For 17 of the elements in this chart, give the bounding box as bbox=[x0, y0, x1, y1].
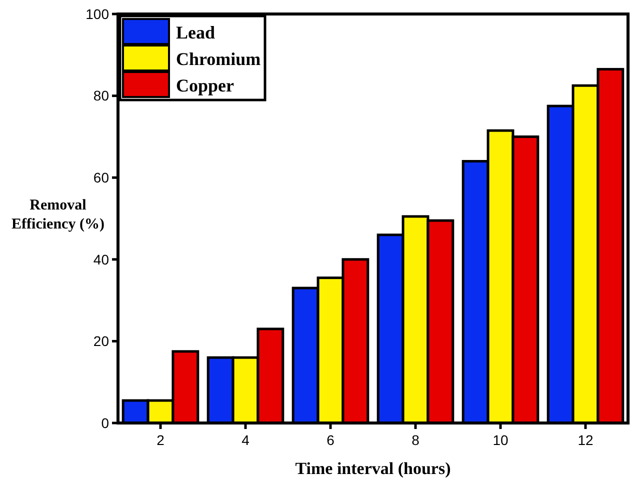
y-tick-label: 80 bbox=[93, 88, 110, 104]
legend-label: Chromium bbox=[176, 48, 261, 69]
y-tick-label: 40 bbox=[93, 251, 110, 268]
y-tick-label: 60 bbox=[93, 170, 110, 186]
y-axis-title: Removal Efficiency (%) bbox=[12, 198, 104, 232]
legend-label: Copper bbox=[176, 75, 234, 96]
x-tick-label: 6 bbox=[326, 432, 335, 448]
x-tick-label: 2 bbox=[156, 432, 165, 448]
y-tick-label: 20 bbox=[93, 333, 110, 350]
y-tick-label: 100 bbox=[86, 6, 110, 22]
x-tick-label: 12 bbox=[578, 432, 594, 448]
legend-label: Lead bbox=[176, 22, 216, 42]
x-tick-label: 4 bbox=[242, 432, 250, 448]
x-axis-title: Time interval (hours) bbox=[295, 459, 451, 478]
x-tick-label: 8 bbox=[412, 432, 420, 448]
y-tick-label: 0 bbox=[101, 414, 110, 431]
x-tick-label: 10 bbox=[492, 432, 508, 448]
